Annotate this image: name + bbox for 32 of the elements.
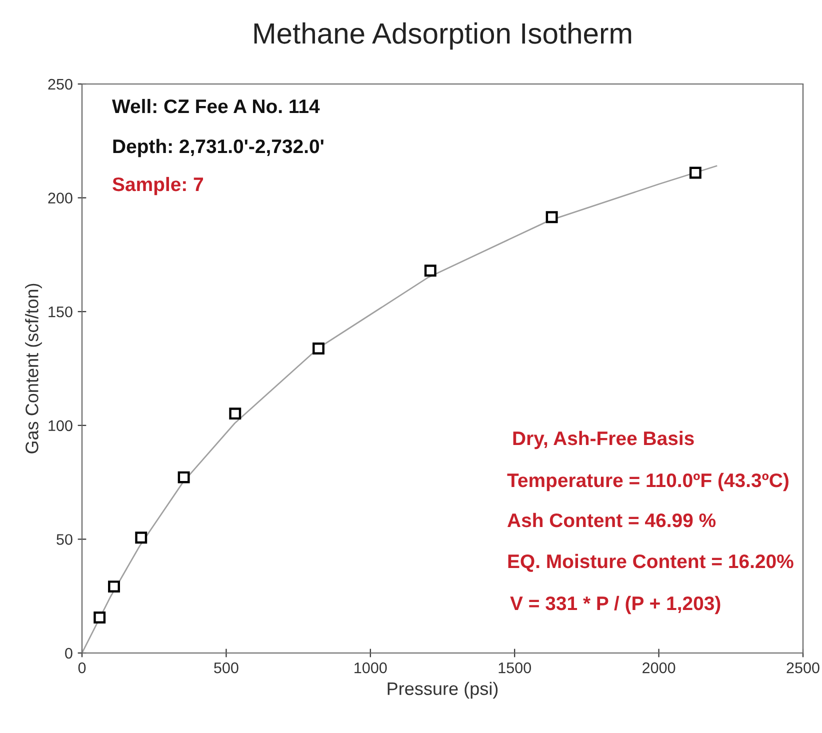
x-tick-label: 2500 bbox=[786, 662, 820, 674]
y-tick-label: 100 bbox=[48, 420, 72, 432]
y-tick-label: 50 bbox=[56, 534, 72, 545]
y-tick-label: 150 bbox=[48, 306, 72, 318]
x-tick-label: 500 bbox=[214, 662, 238, 674]
annotation: EQ. Moisture Content = 16.20% bbox=[508, 554, 794, 572]
x-tick-label: 1000 bbox=[354, 662, 387, 674]
y-tick-label: 200 bbox=[48, 192, 72, 204]
point bbox=[135, 532, 148, 544]
point bbox=[689, 166, 702, 179]
y-axis-title: Gas Content (scf/ton) bbox=[25, 284, 42, 454]
point bbox=[424, 264, 436, 277]
annotation: V = 331 * P / (P + 1,203) bbox=[510, 596, 720, 614]
point bbox=[546, 211, 558, 224]
x-tick-label: 1500 bbox=[498, 662, 531, 674]
annotation: Temperature = 110.0ºF (43.3ºC) bbox=[507, 472, 788, 492]
point bbox=[108, 580, 120, 593]
annotation: Sample: 7 bbox=[112, 176, 204, 196]
annotation: Depth: 2,731.0'-2,732.0' bbox=[113, 138, 324, 158]
annotation: Dry, Ash-Free Basis bbox=[513, 430, 694, 450]
x-tick-label: 2000 bbox=[642, 662, 676, 674]
point bbox=[178, 471, 190, 484]
annotation: Ash Content = 46.99 % bbox=[507, 512, 716, 528]
chart-title: Methane Adsorption Isotherm bbox=[254, 22, 632, 50]
x-tick-label: 0 bbox=[78, 662, 86, 674]
y-tick-label: 0 bbox=[65, 648, 72, 659]
point bbox=[312, 342, 324, 354]
point bbox=[229, 408, 242, 420]
annotation: Well: CZ Fee A No. 114 bbox=[112, 98, 320, 114]
x-axis-title: Pressure (psi) bbox=[388, 682, 498, 699]
point bbox=[94, 612, 106, 624]
y-tick-label: 250 bbox=[48, 78, 72, 90]
